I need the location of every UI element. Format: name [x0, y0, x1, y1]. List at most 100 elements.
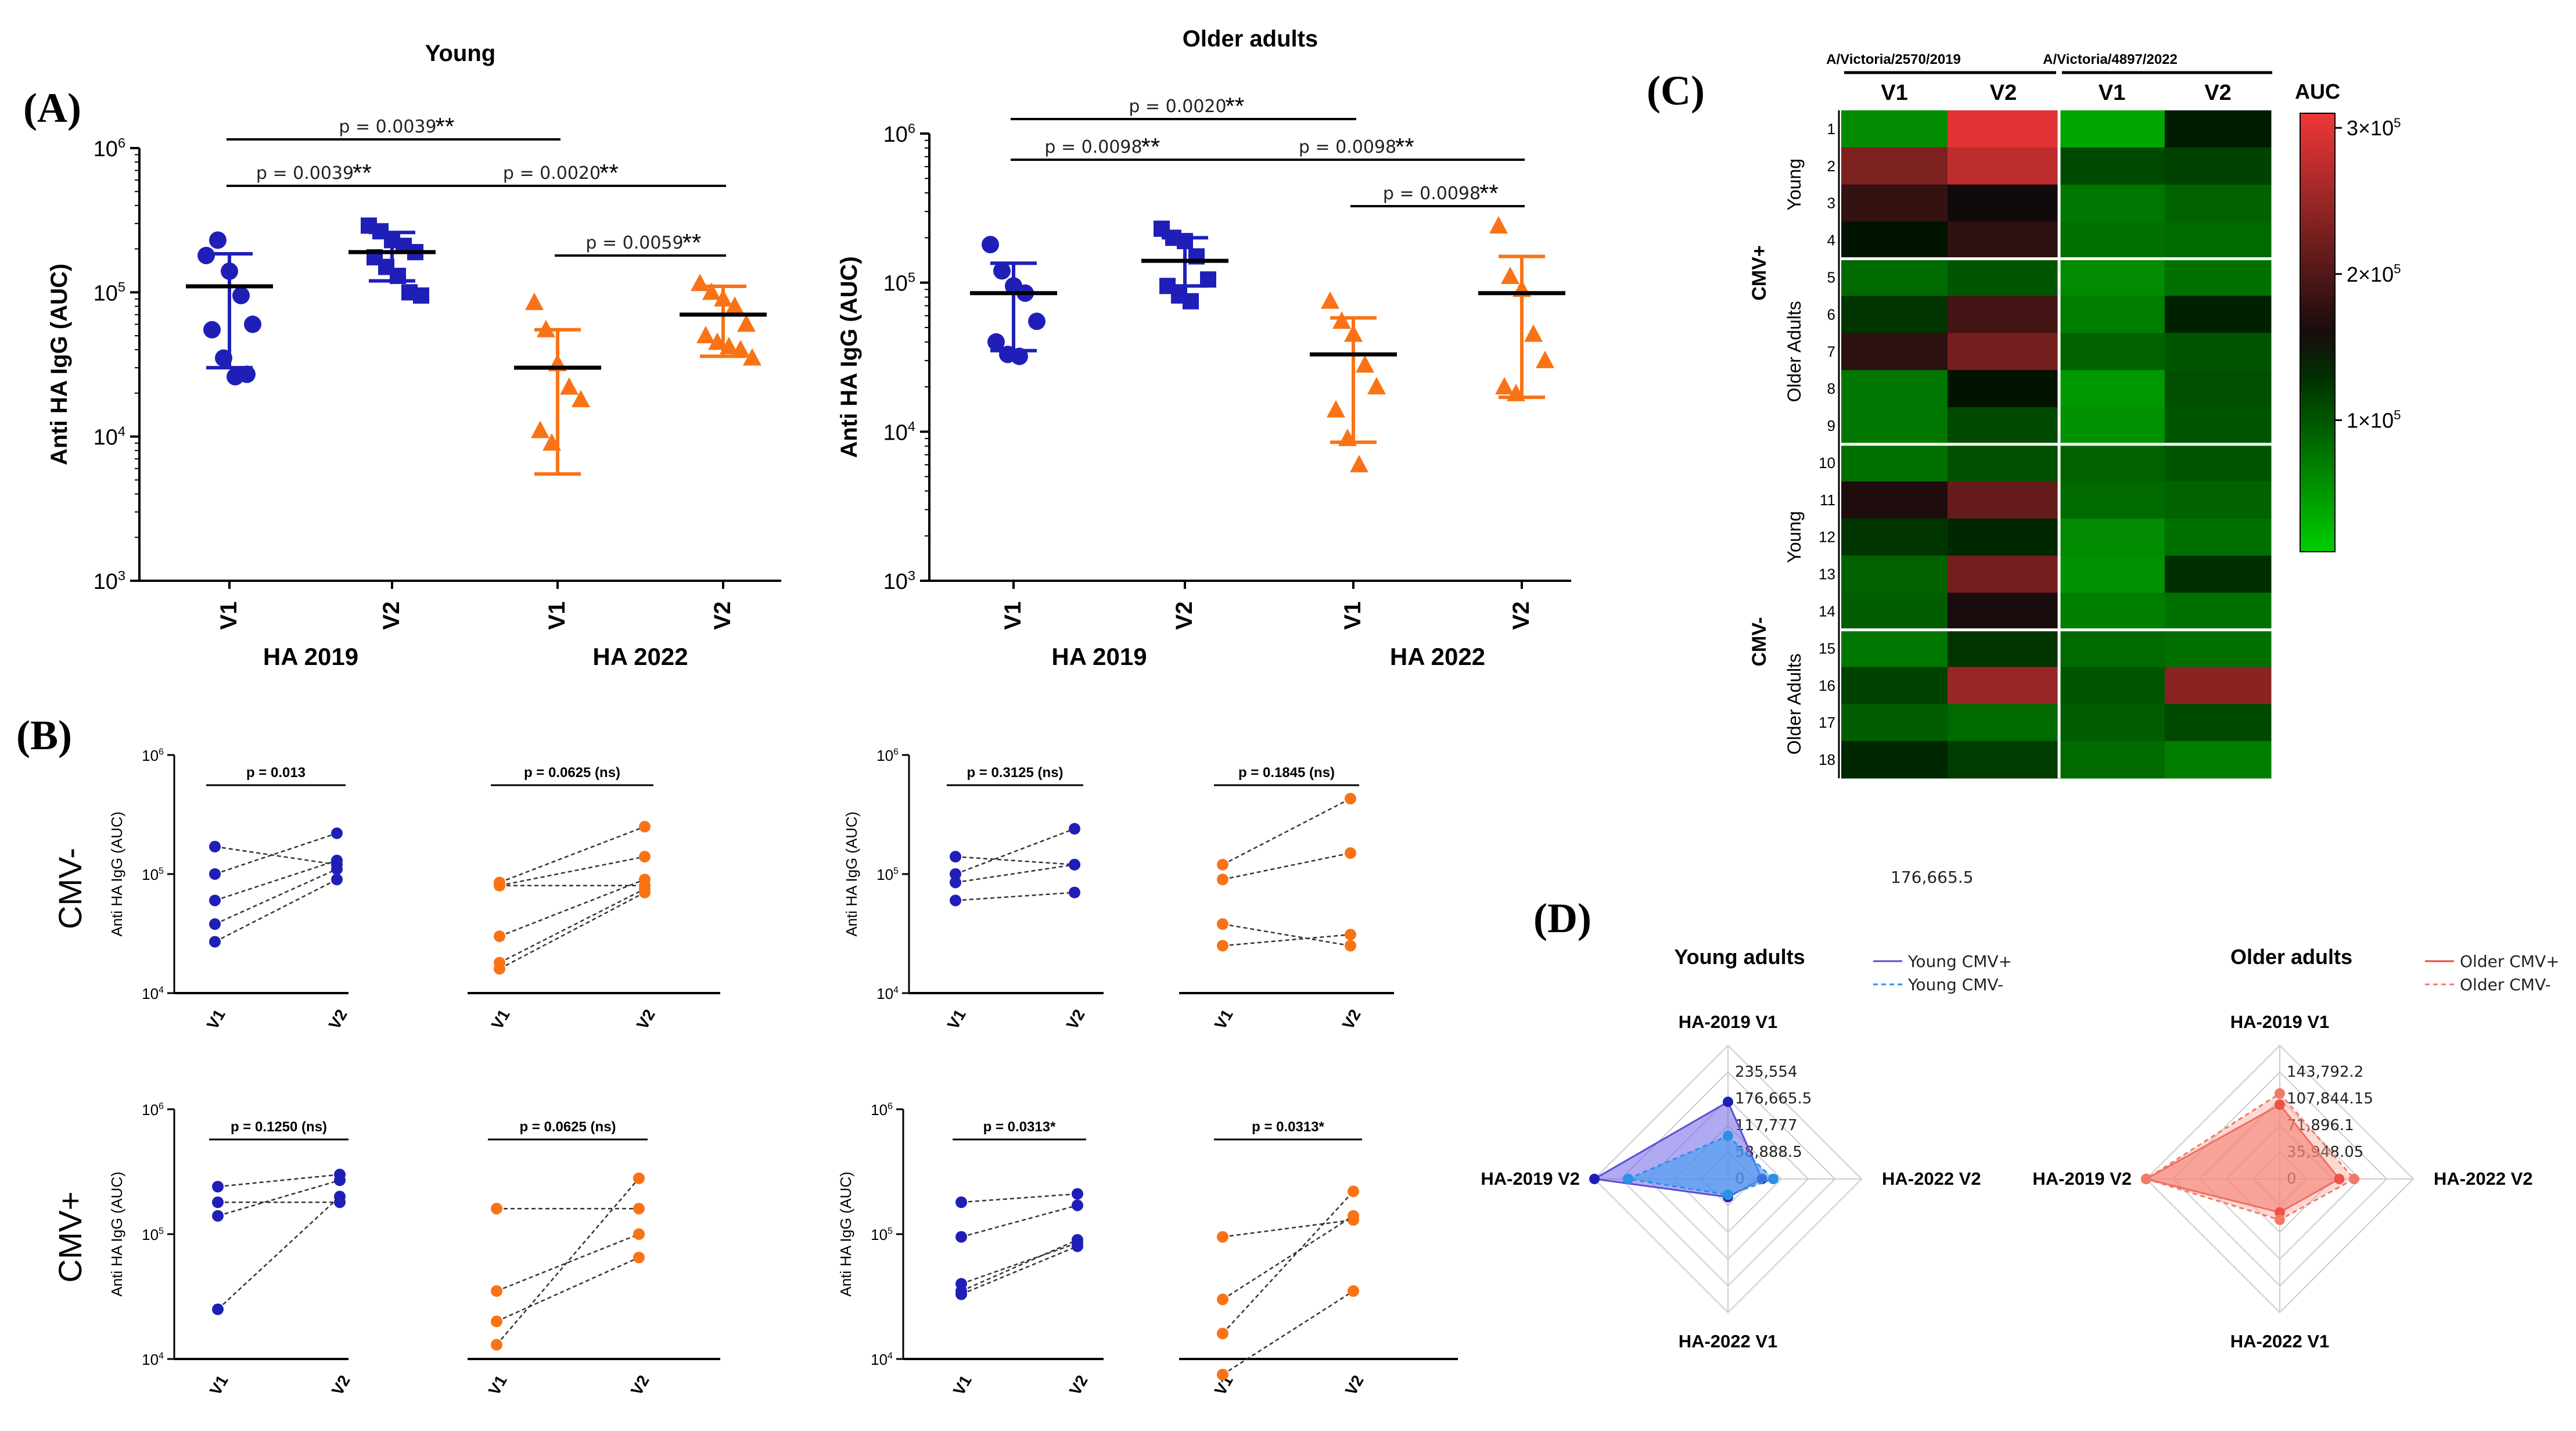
data-point	[1217, 1328, 1228, 1340]
paired-line	[499, 826, 645, 883]
panel-c-heatmap: A/Victoria/2570/2019 A/Victoria/4897/2022…	[1748, 52, 2401, 779]
heatmap-cell	[1948, 555, 2060, 594]
y-tick-label: 105	[883, 269, 915, 296]
legend-label: Older CMV-	[2460, 975, 2551, 994]
data-point	[413, 287, 429, 304]
heatmap-cell	[1948, 147, 2060, 185]
heatmap-cell	[1948, 518, 2060, 556]
heatmap-cell	[1948, 110, 2060, 148]
heatmap-cell	[1841, 667, 1948, 704]
heatmap-cell	[2165, 333, 2272, 371]
significance-stars: **	[682, 229, 702, 256]
heatmap-cell	[1841, 481, 1948, 519]
y-tick-label: 106	[871, 1101, 893, 1119]
p-value-label: p = 0.0039	[256, 163, 354, 184]
legend-label: Young CMV-	[1907, 975, 2003, 994]
heatmap-cell	[2165, 110, 2272, 148]
paired-line	[955, 864, 1075, 883]
data-point	[491, 1203, 502, 1215]
paired-line	[1222, 923, 1351, 947]
data-point	[209, 868, 221, 880]
heatmap-cell	[2059, 518, 2165, 556]
column-label: V2	[1990, 81, 2017, 105]
panel-label-b: (B)	[16, 712, 72, 758]
legend-label: Young CMV+	[1907, 952, 2012, 971]
data-point	[1524, 324, 1543, 342]
heatmap-cell	[2165, 444, 2272, 482]
heatmap-cell	[2059, 221, 2165, 260]
data-point	[331, 863, 343, 875]
x-group-label: HA 2019	[1051, 643, 1147, 670]
paired-line	[955, 891, 1075, 901]
radar-axis-label: HA-2022 V1	[2230, 1331, 2330, 1351]
significance-stars: **	[1395, 133, 1414, 160]
chart-title: Older adults	[2230, 945, 2352, 969]
x-tick-label: V2	[627, 1372, 653, 1398]
radar-ring-label: 235,554	[1735, 1063, 1798, 1081]
data-point	[1069, 886, 1080, 898]
x-tick-label: V1	[488, 1006, 513, 1033]
heatmap-cell	[1841, 444, 1948, 482]
heatmap-cell	[1948, 221, 2060, 260]
radar-point	[2348, 1174, 2359, 1184]
radar-point	[1589, 1174, 1600, 1184]
colorbar-tick-label: 2×105	[2347, 261, 2401, 286]
y-axis-label: Anti HA IgG (AUC)	[836, 256, 862, 458]
y-axis-label: Anti HA IgG (AUC)	[843, 811, 860, 936]
radar-point	[1768, 1174, 1779, 1184]
significance-stars: **	[1141, 133, 1161, 160]
significance-stars: **	[1479, 179, 1499, 207]
heatmap-cell	[2059, 258, 2165, 296]
heatmap-cell	[1841, 555, 1948, 594]
data-point	[209, 231, 227, 249]
y-tick-label: 103	[883, 568, 915, 594]
column-group-label: A/Victoria/2570/2019	[1826, 52, 1961, 67]
row-label: CMV+	[52, 1191, 88, 1282]
heatmap-cell	[2059, 333, 2165, 371]
data-point	[743, 348, 761, 366]
data-point	[525, 292, 544, 310]
heatmap-cell	[2059, 481, 2165, 519]
data-point	[639, 821, 651, 833]
y-tick-label: 104	[94, 423, 125, 450]
heatmap-cell	[1841, 518, 1948, 556]
heatmap-cell	[1841, 258, 1948, 296]
data-point	[244, 315, 261, 333]
x-tick-label: V1	[206, 1372, 232, 1398]
data-point	[494, 879, 505, 891]
data-point	[1028, 312, 1046, 330]
row-label: 16	[1819, 677, 1835, 694]
paired-line	[499, 879, 645, 937]
data-point	[955, 1196, 967, 1209]
heatmap-cell	[2165, 147, 2272, 185]
heatmap-cell	[2165, 184, 2272, 222]
paired-line	[214, 868, 337, 925]
data-point	[1217, 858, 1228, 871]
radar-axis-label: HA-2022 V1	[1679, 1331, 1778, 1351]
data-point	[1183, 293, 1199, 310]
y-tick-label: 105	[142, 1226, 164, 1243]
significance-stars: **	[1226, 92, 1245, 120]
heatmap-cell	[2059, 370, 2165, 408]
x-tick-label: V2	[1342, 1372, 1367, 1398]
x-tick-label: V1	[544, 602, 570, 630]
radar-axis-label: HA-2019 V2	[1481, 1168, 1580, 1189]
data-point	[737, 314, 756, 332]
row-group-label: CMV+	[1748, 245, 1770, 300]
data-point	[1217, 873, 1228, 886]
heatmap-cell	[2059, 555, 2165, 594]
data-point	[950, 894, 961, 907]
panel-b-paired-plots: CMV- CMV+ 104 105 106 Anti HA IgG (AUC) V1 V2 p …	[52, 747, 1458, 1398]
radar-ring-label: 176,665.5	[1735, 1090, 1812, 1108]
data-point	[1489, 216, 1508, 234]
row-label: 10	[1819, 454, 1835, 472]
heatmap-cell	[2059, 741, 2165, 779]
heatmap-cell	[2165, 592, 2272, 630]
radar-ring-label: 117,777	[1735, 1117, 1798, 1134]
data-point	[1495, 377, 1514, 395]
radar-series-area	[1625, 1135, 1775, 1196]
data-point	[1069, 858, 1080, 871]
x-tick-label: V2	[633, 1006, 659, 1033]
heatmap-cell	[2165, 296, 2272, 333]
x-tick-label: V2	[1063, 1006, 1088, 1033]
